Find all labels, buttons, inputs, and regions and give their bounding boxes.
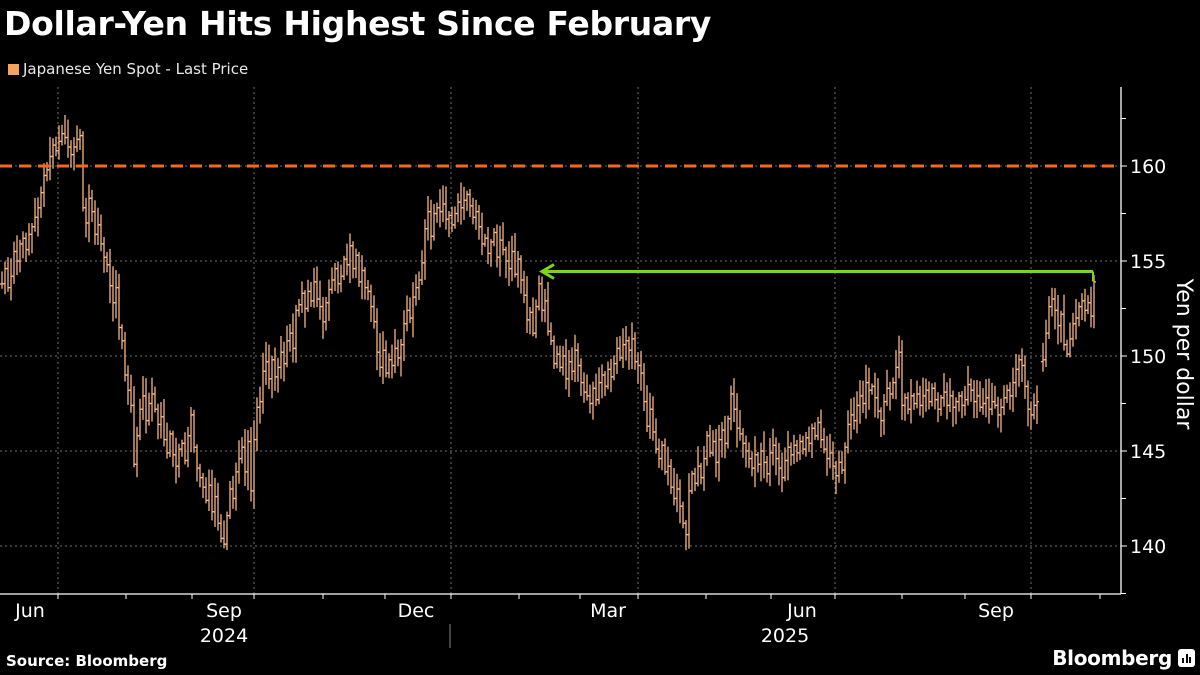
x-month-label: Jun (14, 600, 45, 622)
y-tick-label: 155 (1130, 251, 1166, 273)
bloomberg-chart-icon (1178, 649, 1195, 667)
arrow-head-icon (539, 263, 555, 280)
axes: 140 145 150 155 160 Jun Sep Dec Mar Jun Sep 2024 202… (0, 87, 1166, 648)
x-month-label: Sep (206, 600, 242, 622)
y-tick-label: 150 (1130, 346, 1166, 368)
x-month-label: Sep (978, 600, 1014, 622)
x-year-label: 2024 (200, 625, 248, 647)
legend: Japanese Yen Spot - Last Price (8, 60, 248, 78)
x-year-label: 2025 (761, 625, 809, 647)
legend-swatch-icon (8, 63, 19, 75)
legend-label: Japanese Yen Spot - Last Price (23, 60, 249, 78)
y-tick-label: 145 (1130, 441, 1166, 463)
bloomberg-logo: Bloomberg (1052, 646, 1172, 670)
gridlines (0, 87, 1121, 594)
x-month-label: Mar (590, 600, 626, 622)
annotations (0, 164, 1121, 282)
source-note: Source: Bloomberg (6, 652, 168, 670)
x-month-label: Jun (786, 600, 817, 622)
y-axis-title: Yen per dollar (1171, 278, 1196, 431)
chart-title: Dollar-Yen Hits Highest Since February (4, 4, 712, 43)
x-month-label: Dec (398, 600, 435, 622)
y-tick-label: 160 (1130, 156, 1166, 178)
ohlc-bars (0, 115, 1096, 551)
y-tick-label: 140 (1130, 536, 1166, 558)
